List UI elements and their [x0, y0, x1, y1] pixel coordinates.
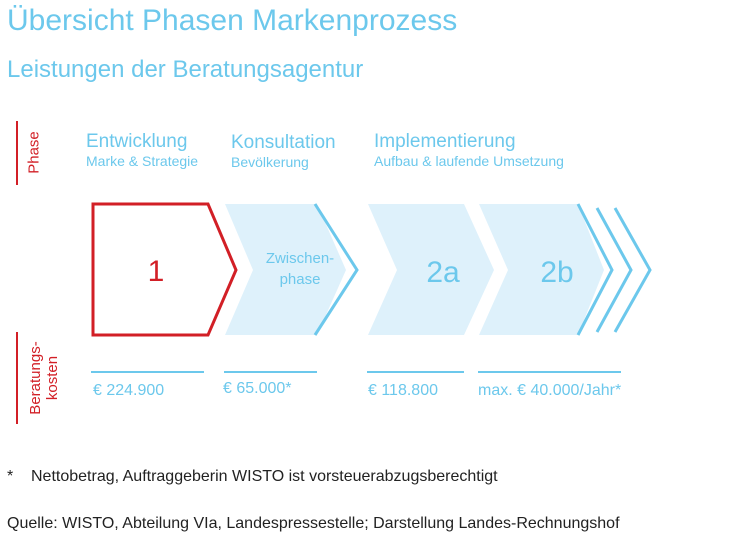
phase-subtitle: Marke & Strategie — [86, 153, 199, 169]
interim-phase-label-line1: Zwischen- — [266, 250, 334, 267]
costs-marker-bar — [16, 332, 18, 424]
step-2a-label: 2a — [426, 256, 460, 289]
phase-header-consultation: Konsultation Bevölkerung — [231, 132, 336, 170]
page-subtitle: Leistungen der Beratungsagentur — [7, 56, 364, 83]
cost-line-3 — [367, 371, 464, 373]
footnote-text: Nettobetrag, Auftraggeberin WISTO ist vo… — [31, 468, 498, 485]
cost-line-2 — [224, 371, 317, 373]
step-2b-label: 2b — [540, 256, 573, 289]
phase-subtitle: Bevölkerung — [231, 154, 309, 170]
phase-title: Konsultation — [231, 132, 336, 153]
cost-line-1 — [91, 371, 204, 373]
source-note: Quelle: WISTO, Abteilung VIa, Landespres… — [7, 515, 620, 532]
interim-phase-arrow — [225, 204, 346, 335]
phase-marker-bar — [16, 121, 18, 185]
step-2b-arrow-edge-1 — [576, 203, 614, 336]
step-1-arrow — [91, 202, 238, 337]
cost-value-consultation: € 65.000* — [223, 380, 292, 397]
page-title: Übersicht Phasen Markenprozess — [7, 4, 458, 37]
interim-phase-label-line2: phase — [280, 271, 321, 288]
cost-value-implementation-2b: max. € 40.000/Jahr* — [478, 382, 622, 399]
step-2b-arrow-edge-2 — [595, 207, 633, 333]
footnote-mark: * — [7, 468, 14, 485]
step-2b-arrow-edge-3 — [613, 207, 652, 333]
phase-title: Implementierung — [374, 131, 516, 152]
phase-header-development: Entwicklung Marke & Strategie — [86, 131, 198, 169]
phase-subtitle: Aufbau & laufende Umsetzung — [374, 153, 564, 169]
step-1-label: 1 — [148, 255, 165, 288]
phase-header-implementation: Implementierung Aufbau & laufende Umsetz… — [374, 131, 564, 169]
step-2a-arrow — [368, 204, 494, 335]
phase-title: Entwicklung — [86, 131, 188, 152]
cost-value-development: € 224.900 — [93, 382, 165, 399]
cost-line-4 — [478, 371, 621, 373]
cost-value-implementation-2a: € 118.800 — [368, 382, 438, 399]
interim-phase-arrow-edge — [313, 203, 359, 336]
step-2b-arrow — [479, 204, 604, 335]
